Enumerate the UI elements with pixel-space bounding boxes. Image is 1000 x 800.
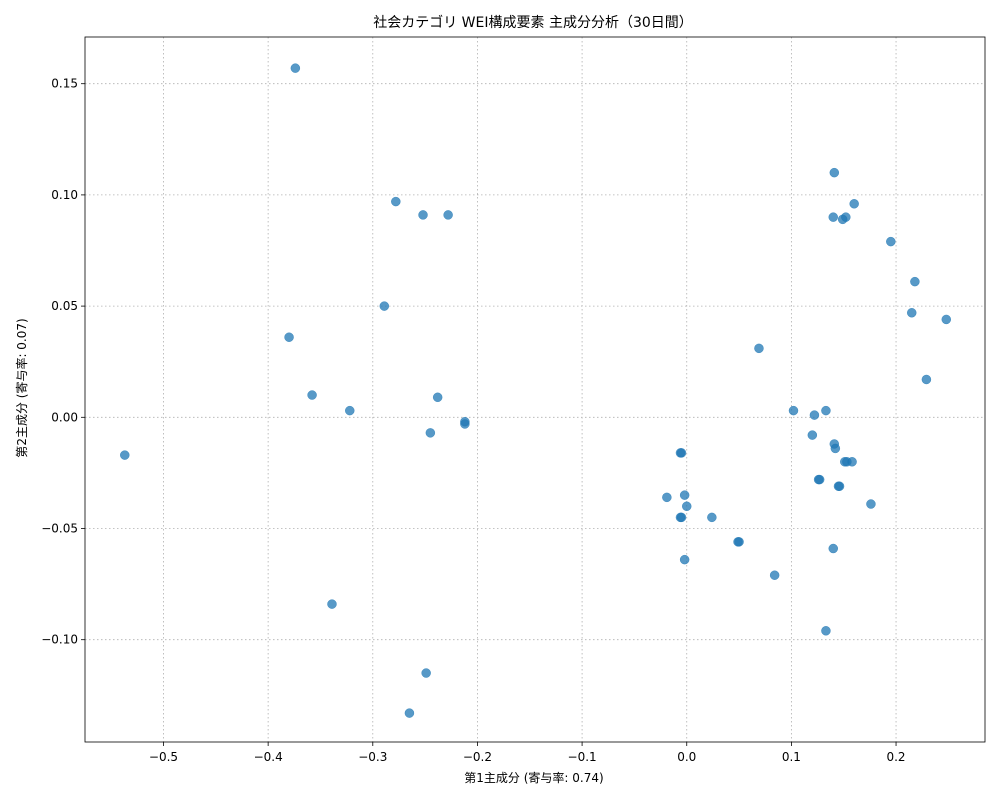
scatter-point xyxy=(809,410,820,420)
scatter-point xyxy=(841,212,851,222)
grid-lines xyxy=(85,37,985,742)
x-tick-label: 0.0 xyxy=(677,750,696,764)
scatter-point xyxy=(460,416,470,427)
scatter-point xyxy=(847,457,857,467)
x-axis-title: 第1主成分 (寄与率: 0.74) xyxy=(464,770,603,785)
scatter-point xyxy=(788,405,799,416)
scatter-point xyxy=(707,512,717,523)
scatter-point xyxy=(886,236,896,247)
chart-title: 社会カテゴリ WEI構成要素 主成分分析（30日間） xyxy=(373,14,693,31)
scatter-point xyxy=(425,428,436,438)
scatter-point xyxy=(828,212,839,222)
x-tick-label: −0.1 xyxy=(568,750,597,764)
y-axis-ticks: −0.10 −0.05 0.00 0.05 0.10 0.15 xyxy=(41,77,85,647)
scatter-point xyxy=(910,276,920,287)
scatter-point xyxy=(906,308,917,318)
scatter-point xyxy=(290,63,301,73)
scatter-point xyxy=(284,332,294,342)
x-tick-label: −0.4 xyxy=(254,750,283,764)
scatter-point xyxy=(432,392,443,403)
scatter-point xyxy=(676,512,687,523)
y-axis-title: 第2主成分 (寄与率: 0.07) xyxy=(14,318,29,457)
data-points xyxy=(120,63,952,718)
scatter-point xyxy=(834,481,845,491)
y-tick-label: −0.10 xyxy=(41,633,78,647)
scatter-point xyxy=(849,199,859,209)
scatter-point xyxy=(345,405,355,416)
y-tick-label: 0.05 xyxy=(51,299,78,313)
scatter-point xyxy=(679,554,690,565)
x-tick-label: 0.2 xyxy=(886,750,905,764)
scatter-point xyxy=(676,448,687,458)
y-tick-label: 0.10 xyxy=(51,188,78,202)
x-tick-label: −0.2 xyxy=(463,750,492,764)
scatter-point xyxy=(814,474,825,485)
scatter-point xyxy=(866,499,876,509)
y-tick-label: −0.05 xyxy=(41,521,78,535)
scatter-point xyxy=(734,537,744,547)
scatter-point xyxy=(807,430,818,440)
y-tick-label: 0.15 xyxy=(51,77,78,91)
scatter-point xyxy=(941,314,952,325)
scatter-point xyxy=(421,668,431,678)
x-tick-label: −0.3 xyxy=(358,750,387,764)
x-tick-label: 0.1 xyxy=(782,750,801,764)
scatter-point xyxy=(681,501,692,512)
scatter-point xyxy=(754,343,764,354)
x-tick-label: −0.5 xyxy=(149,750,178,764)
scatter-point xyxy=(679,490,690,500)
scatter-point xyxy=(821,626,831,636)
scatter-point xyxy=(307,390,317,400)
scatter-point xyxy=(443,210,453,220)
scatter-point xyxy=(418,210,428,220)
scatter-point xyxy=(830,443,841,454)
x-axis-ticks: −0.5 −0.4 −0.3 −0.2 −0.1 0.0 0.1 0.2 xyxy=(149,742,906,764)
scatter-point xyxy=(769,570,780,580)
scatter-point xyxy=(404,708,415,718)
scatter-point xyxy=(921,374,932,385)
scatter-point xyxy=(120,450,130,460)
scatter-point xyxy=(391,196,401,207)
plot-frame xyxy=(84,36,986,743)
scatter-point xyxy=(662,492,672,503)
scatter-point xyxy=(829,167,840,178)
y-tick-label: 0.00 xyxy=(51,410,78,424)
scatter-point xyxy=(379,301,390,311)
scatter-point xyxy=(828,543,839,554)
scatter-point xyxy=(327,599,337,609)
scatter-point xyxy=(821,405,831,416)
